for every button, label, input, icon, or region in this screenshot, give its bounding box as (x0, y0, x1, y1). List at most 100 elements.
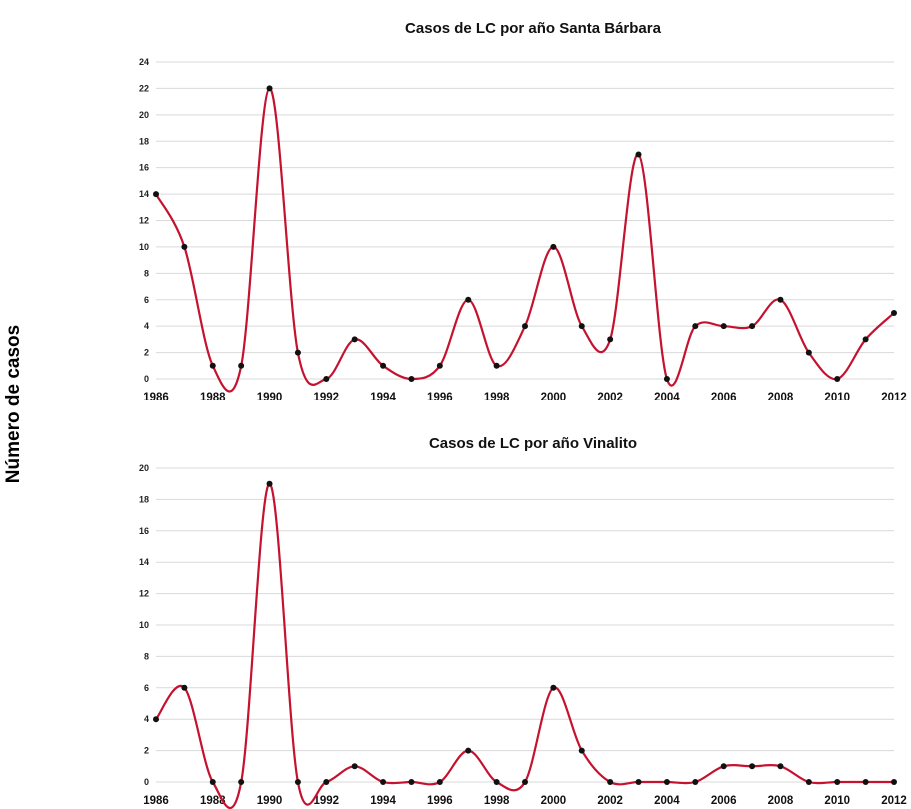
x-tick-label: 1998 (484, 392, 510, 400)
x-tick-label: 2000 (541, 795, 567, 807)
data-point (607, 779, 614, 785)
data-point (635, 779, 642, 785)
data-point (465, 296, 472, 303)
data-point (209, 779, 216, 785)
data-point (351, 336, 358, 343)
data-point (862, 779, 869, 785)
data-point (749, 323, 756, 330)
data-point (323, 376, 330, 382)
x-tick-label: 1990 (257, 392, 283, 400)
x-tick-label: 1988 (200, 795, 226, 807)
y-tick-label: 2 (144, 348, 149, 358)
data-point (578, 323, 585, 330)
y-tick-label: 4 (144, 714, 149, 724)
x-tick-label: 2006 (711, 392, 737, 400)
data-point (635, 151, 642, 158)
data-point (522, 323, 528, 330)
x-tick-label: 1996 (427, 392, 453, 400)
y-tick-label: 6 (144, 683, 149, 693)
x-tick-label: 2008 (768, 795, 794, 807)
data-point (834, 376, 841, 382)
x-tick-label: 1992 (314, 392, 340, 400)
data-point (181, 684, 188, 691)
data-point (891, 779, 897, 785)
data-point (436, 779, 443, 785)
x-tick-label: 1986 (143, 392, 169, 400)
series-line (155, 87, 895, 393)
data-point (493, 779, 500, 785)
data-point (777, 763, 784, 770)
y-tick-label: 10 (139, 620, 149, 630)
data-point (238, 362, 245, 369)
data-point (323, 779, 330, 785)
y-tick-label: 24 (139, 57, 149, 67)
y-tick-label: 14 (139, 189, 149, 199)
data-point (294, 349, 301, 356)
y-tick-label: 20 (139, 110, 149, 120)
y-tick-label: 8 (144, 268, 149, 278)
x-tick-label: 2012 (881, 795, 907, 807)
data-point (522, 779, 528, 785)
x-tick-label: 2004 (654, 392, 680, 400)
y-tick-label: 16 (139, 526, 149, 536)
data-point (692, 779, 699, 785)
x-tick-label: 2012 (881, 392, 907, 400)
data-point (266, 85, 273, 92)
chart-vinalito: Casos de LC por año Vinalito 0 2 4 6 8 10 12 14 1… (139, 435, 907, 809)
chart-santa-barbara: Casos de LC por año Santa Bárbara0246810… (139, 20, 907, 400)
data-point (862, 336, 869, 343)
x-tick-label: 1988 (200, 392, 226, 400)
data-point (749, 763, 756, 770)
data-point (408, 779, 415, 785)
x-tick-label: 1994 (370, 392, 396, 400)
x-tick-label: 2002 (597, 392, 623, 400)
data-point (351, 763, 358, 770)
data-point (408, 376, 415, 382)
y-tick-label: 0 (144, 374, 149, 384)
y-tick-label: 2 (144, 746, 149, 756)
x-tick-label: 1996 (427, 795, 453, 807)
x-tick-label: 1986 (143, 795, 169, 807)
data-point (550, 243, 557, 250)
data-point (663, 779, 670, 785)
y-tick-label: 4 (144, 321, 149, 331)
data-point (607, 336, 614, 343)
data-point (834, 779, 841, 785)
y-tick-label: 0 (144, 777, 149, 787)
data-point (436, 362, 443, 369)
x-tick-label: 2000 (541, 392, 567, 400)
chart-title: Casos de LC por año Vinalito (429, 435, 637, 452)
chart-title: Casos de LC por año Santa Bárbara (405, 20, 662, 37)
data-point (891, 309, 897, 316)
data-point (153, 716, 159, 723)
series-line (155, 482, 894, 809)
x-tick-label: 2010 (824, 392, 850, 400)
data-point (578, 747, 585, 754)
y-tick-label: 8 (144, 651, 149, 661)
y-tick-label: 20 (139, 463, 149, 473)
x-tick-label: 2002 (597, 795, 623, 807)
data-point (777, 296, 784, 303)
data-point (805, 779, 812, 785)
x-tick-label: 2004 (654, 795, 680, 807)
data-point (493, 362, 500, 369)
x-tick-label: 2010 (824, 795, 850, 807)
data-point (153, 191, 159, 198)
data-point (720, 763, 727, 770)
data-point (550, 684, 557, 691)
data-point (294, 779, 301, 785)
x-tick-label: 2008 (768, 392, 794, 400)
y-tick-label: 22 (139, 83, 149, 93)
x-tick-label: 1990 (257, 795, 283, 807)
data-point (380, 362, 387, 369)
data-point (181, 243, 188, 250)
data-point (663, 376, 670, 382)
y-tick-label: 14 (139, 557, 149, 567)
data-point (209, 362, 216, 369)
y-tick-label: 18 (139, 136, 149, 146)
x-tick-label: 1992 (314, 795, 340, 807)
data-point (465, 747, 472, 754)
x-tick-label: 2006 (711, 795, 737, 807)
y-tick-label: 16 (139, 163, 149, 173)
